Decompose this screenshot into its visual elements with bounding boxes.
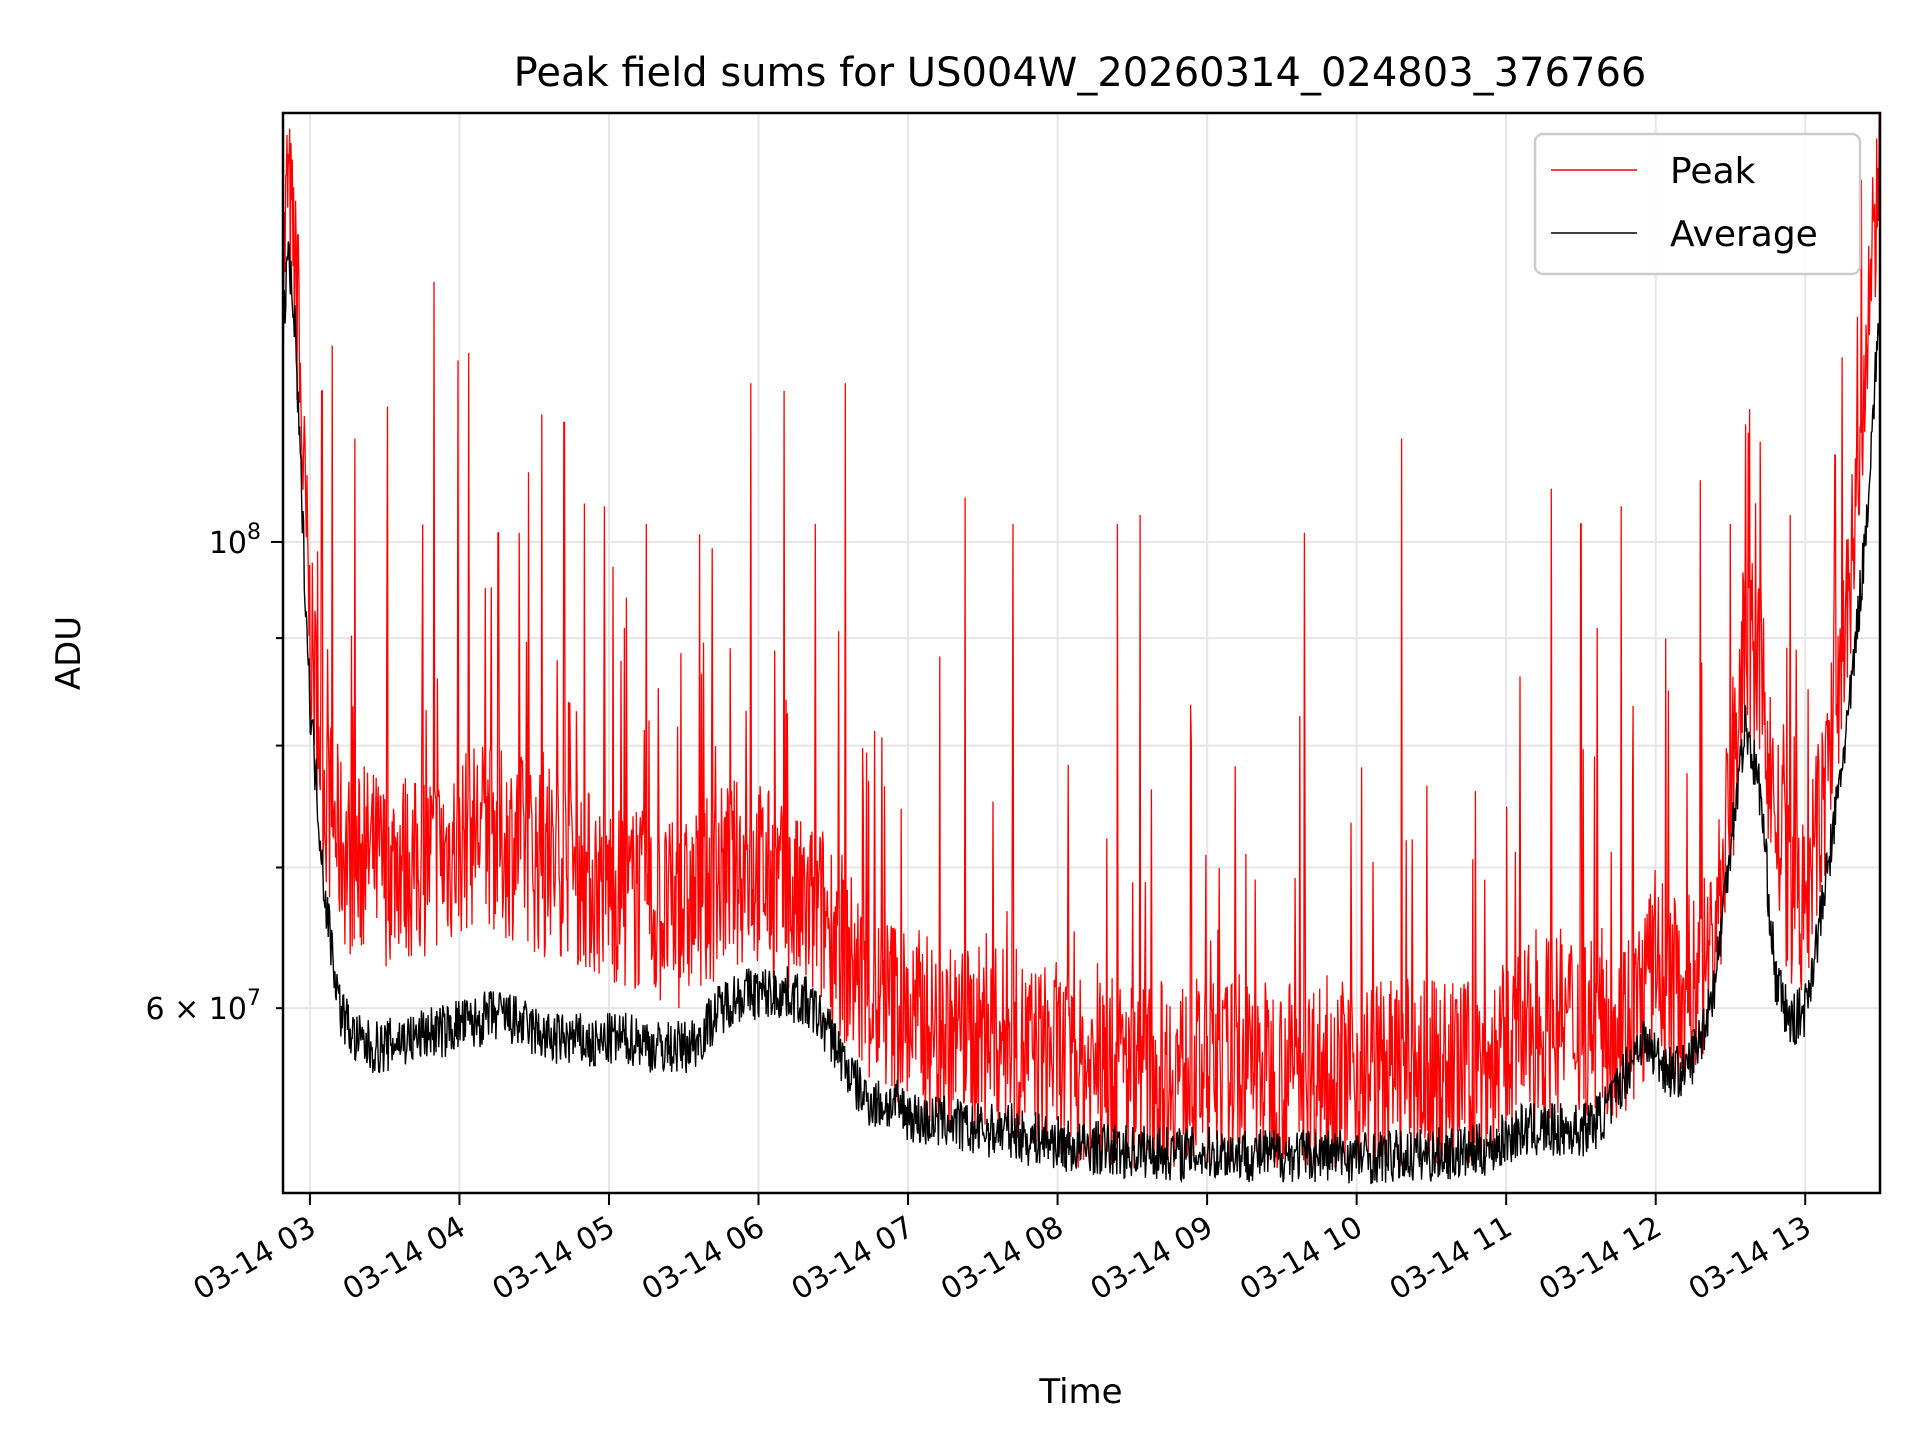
legend-box (1533, 132, 1862, 276)
legend-label-average: Average (1670, 214, 1818, 255)
y-tick-label: 6 × 107 (146, 986, 261, 1027)
y-axis-label: ADU (49, 616, 89, 690)
x-axis-label: Time (1038, 1372, 1122, 1412)
y-axis: 108 6 × 107 (146, 520, 283, 1027)
series-line-peak (283, 113, 1880, 1169)
series-layer (283, 113, 1880, 1185)
legend-label-peak: Peak (1670, 151, 1756, 192)
grid (283, 113, 1880, 1193)
chart-title: Peak field sums for US004W_20260314_0248… (514, 50, 1647, 96)
series-line-average (283, 241, 1880, 1185)
y-tick-label: 108 (209, 520, 261, 561)
plot-frame (281, 111, 1882, 1195)
legend: Peak Average (1533, 132, 1862, 276)
